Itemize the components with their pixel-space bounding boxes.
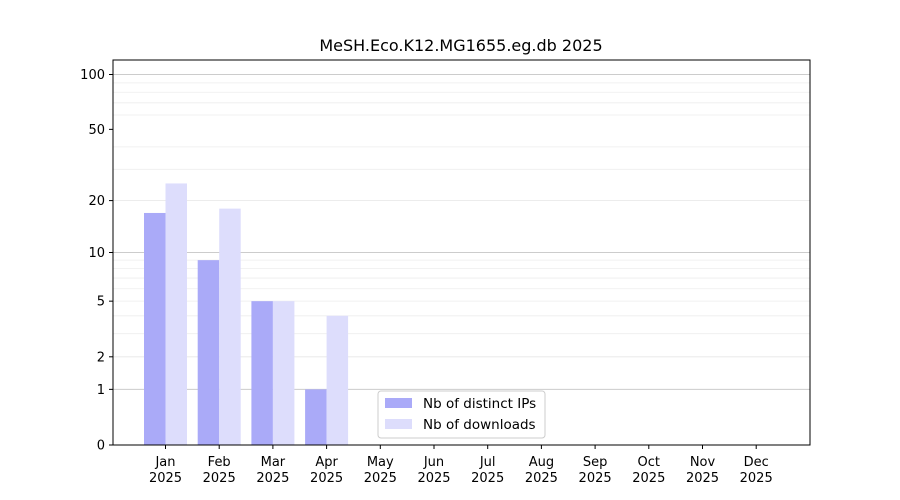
x-tick-label-year: 2025 xyxy=(579,471,612,486)
x-tick-label-year: 2025 xyxy=(149,471,182,486)
y-tick-label: 100 xyxy=(80,68,105,83)
x-tick-label-month: Apr xyxy=(315,455,338,470)
x-tick-label-year: 2025 xyxy=(310,471,343,486)
x-tick-label-month: Mar xyxy=(261,455,286,470)
x-tick-label-year: 2025 xyxy=(471,471,504,486)
bars xyxy=(144,183,349,445)
y-tick-label: 20 xyxy=(88,194,105,209)
x-tick-label-year: 2025 xyxy=(740,471,773,486)
bar-downloads-jan xyxy=(165,183,187,445)
y-tick-label: 50 xyxy=(88,123,105,138)
x-tick-label-month: Aug xyxy=(529,455,554,470)
legend-swatch-ips xyxy=(385,398,412,408)
x-tick-label-month: Feb xyxy=(208,455,231,470)
x-tick-label-month: Jan xyxy=(154,455,175,470)
x-tick-label-month: Oct xyxy=(638,455,660,470)
bar-ips-apr xyxy=(305,389,327,445)
x-tick-label-year: 2025 xyxy=(256,471,289,486)
x-tick-label-year: 2025 xyxy=(417,471,450,486)
legend-box xyxy=(377,390,546,439)
x-tick-label-month: Jul xyxy=(479,455,496,470)
y-tick-label: 0 xyxy=(97,439,105,454)
bar-ips-jan xyxy=(144,212,166,445)
x-tick-label-year: 2025 xyxy=(632,471,665,486)
x-tick-label-month: May xyxy=(367,455,394,470)
chart-title: MeSH.Eco.K12.MG1655.eg.db 2025 xyxy=(319,36,602,55)
bar-ips-feb xyxy=(197,260,220,445)
bar-ips-mar xyxy=(251,301,273,445)
x-tick-label-year: 2025 xyxy=(686,471,719,486)
legend: Nb of distinct IPs Nb of downloads xyxy=(377,390,546,439)
legend-swatch-downloads xyxy=(385,419,412,429)
y-tick-label: 5 xyxy=(97,295,105,310)
bar-downloads-feb xyxy=(219,208,241,445)
x-tick-label-year: 2025 xyxy=(525,471,558,486)
x-tick-label-year: 2025 xyxy=(203,471,236,486)
y-tick-label: 2 xyxy=(97,350,105,365)
x-tick-label-year: 2025 xyxy=(364,471,397,486)
y-tick-label: 1 xyxy=(97,383,105,398)
x-tick-label-month: Nov xyxy=(690,455,716,470)
x-tick-label-month: Dec xyxy=(744,455,769,470)
bar-downloads-apr xyxy=(326,315,349,445)
y-tick-label: 10 xyxy=(88,246,105,261)
legend-label-downloads: Nb of downloads xyxy=(423,417,536,433)
x-tick-label-month: Jun xyxy=(423,455,444,470)
y-axis: 0 1 2 5 10 20 50 100 xyxy=(80,68,113,454)
legend-label-ips: Nb of distinct IPs xyxy=(423,396,536,412)
x-axis: Jan2025Feb2025Mar2025Apr2025May2025Jun20… xyxy=(149,445,773,486)
x-tick-label-month: Sep xyxy=(583,455,608,470)
bar-downloads-mar xyxy=(272,301,295,445)
